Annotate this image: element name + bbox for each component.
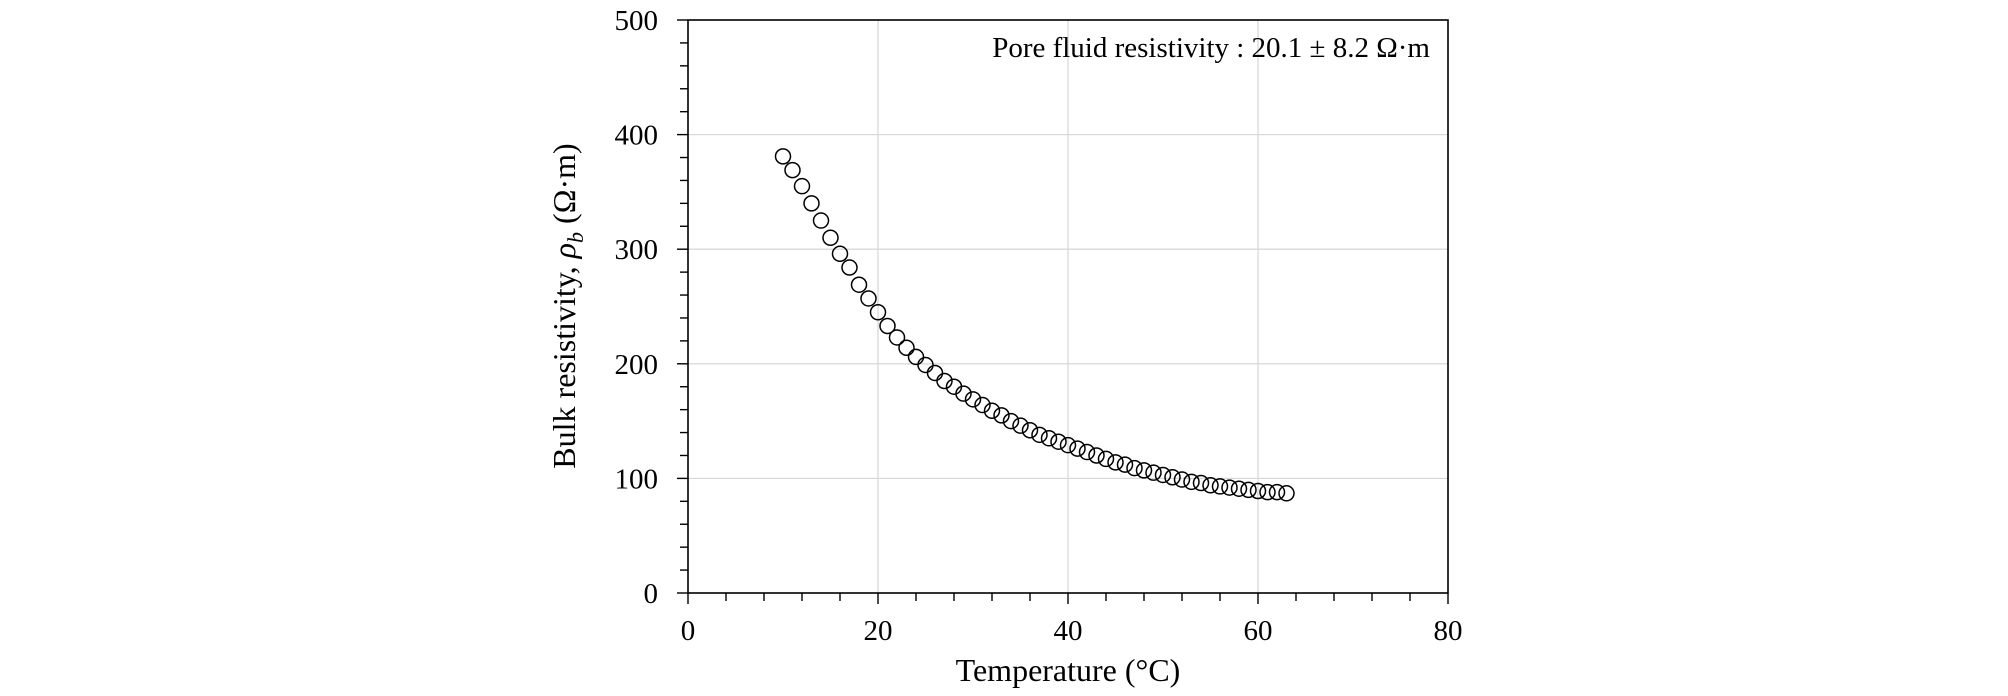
data-point: [1240, 481, 1257, 499]
data-point: [784, 161, 801, 179]
data-point: [1230, 480, 1248, 497]
data-point: [793, 177, 811, 195]
data-point: [879, 317, 896, 335]
data-point: [1031, 426, 1048, 444]
data-point: [1002, 412, 1020, 430]
data-point: [898, 339, 915, 357]
data-point: [917, 356, 934, 374]
data-point: [1012, 417, 1029, 434]
y-tick-label: 0: [644, 578, 659, 610]
x-axis-title: Temperature (°C): [956, 652, 1181, 688]
y-axis-title-symbol: ρ: [546, 243, 582, 259]
data-point: [850, 276, 868, 293]
data-point: [955, 385, 972, 402]
data-point: [1069, 440, 1086, 457]
data-point: [1135, 462, 1153, 479]
y-tick-label: 400: [615, 120, 659, 152]
x-tick-labels: 0 20 40 60 80: [681, 615, 1463, 647]
data-point: [1126, 459, 1143, 477]
data-point: [1164, 469, 1181, 486]
data-point: [964, 391, 982, 408]
y-axis-title-unit: (Ω·m): [546, 143, 582, 232]
axis-ticks: [677, 19, 1449, 604]
data-point: [936, 372, 953, 390]
data-point: [1211, 478, 1229, 495]
data-point: [1154, 466, 1172, 484]
data-point: [1107, 454, 1124, 471]
data-point: [1097, 450, 1115, 468]
data-point: [1202, 477, 1219, 494]
data-point: [1183, 473, 1200, 491]
y-tick-labels: 0 100 200 300 400 500: [615, 5, 659, 610]
data-point: [1059, 436, 1077, 454]
data-point: [841, 259, 858, 276]
data-point: [822, 229, 839, 246]
x-tick-label: 60: [1244, 615, 1273, 647]
data-point: [983, 402, 1001, 420]
data-point: [1050, 433, 1067, 450]
data-point: [888, 329, 906, 346]
data-point: [1145, 464, 1162, 481]
x-tick-label: 80: [1434, 615, 1463, 647]
data-point: [1173, 471, 1191, 488]
x-tick-label: 0: [681, 615, 696, 647]
data-point: [974, 396, 991, 414]
y-tick-label: 500: [615, 5, 659, 37]
data-point: [1192, 474, 1210, 492]
data-point: [803, 195, 820, 212]
data-point: [812, 212, 830, 229]
data-point: [1078, 443, 1096, 461]
data-point: [1221, 479, 1238, 496]
y-axis-title-subscript: b: [563, 232, 588, 243]
gridlines: [688, 20, 1448, 593]
x-tick-label: 20: [864, 615, 893, 647]
data-point: [831, 245, 849, 263]
y-axis-title: Bulk resistivity, ρb (Ω·m): [546, 143, 588, 468]
y-axis-title-main: Bulk resistivity,: [546, 258, 582, 468]
data-point: [869, 303, 887, 321]
data-point: [1088, 447, 1105, 464]
chart-annotation: Pore fluid resistivity : 20.1 ± 8.2 Ω·m: [992, 32, 1430, 64]
data-points: [774, 148, 1295, 502]
x-tick-label: 40: [1054, 615, 1083, 647]
y-tick-label: 200: [615, 349, 659, 381]
data-point: [1278, 485, 1295, 502]
data-point: [1116, 456, 1134, 473]
data-point: [1249, 482, 1267, 500]
data-point: [860, 290, 877, 307]
data-point: [1259, 483, 1276, 501]
y-tick-label: 100: [615, 463, 659, 495]
data-point: [774, 148, 792, 165]
y-tick-label: 300: [615, 234, 659, 266]
data-point: [993, 407, 1010, 424]
data-point: [1268, 483, 1286, 501]
data-point: [926, 364, 944, 382]
plot-frame: [687, 19, 1449, 594]
data-point: [1021, 422, 1039, 439]
data-point: [1040, 430, 1058, 447]
data-point: [907, 348, 925, 366]
